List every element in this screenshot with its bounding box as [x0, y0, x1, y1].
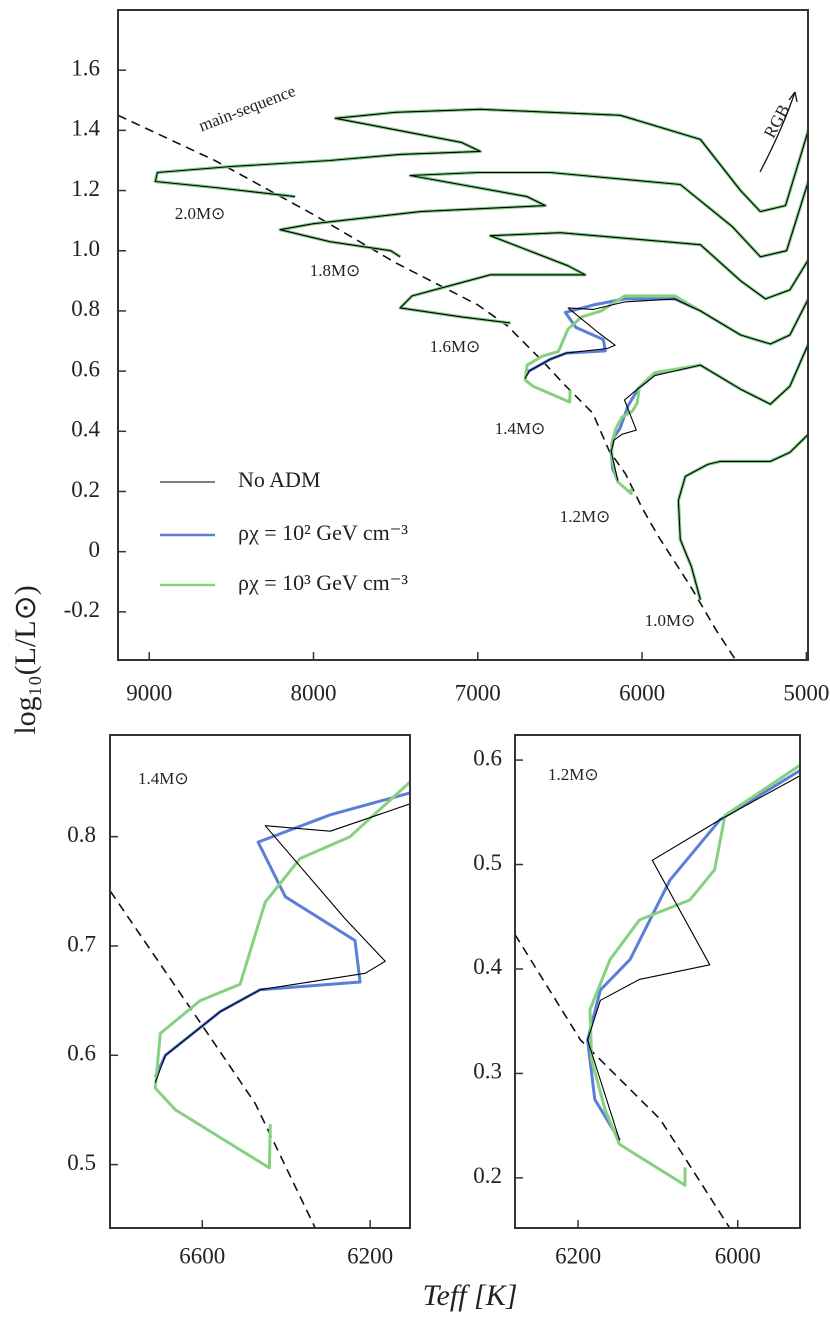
x-tick-label: 6200: [347, 1243, 393, 1268]
main-sequence-line: [118, 114, 737, 660]
annotation: 1.2M⊙: [560, 507, 611, 526]
x-tick-label: 7000: [455, 680, 501, 705]
track-line: [153, 780, 410, 1170]
annotation: 2.0M⊙: [175, 204, 226, 223]
y-tick-label: 0.6: [71, 356, 100, 381]
x-tick-label: 6200: [555, 1243, 601, 1268]
main-sequence-line: [515, 934, 731, 1228]
y-tick-label: -0.2: [64, 597, 100, 622]
annotation: 1.4M⊙: [495, 419, 546, 438]
x-tick-label: 6600: [179, 1243, 225, 1268]
y-tick-label: 1.4: [71, 116, 100, 141]
annotation: 1.8M⊙: [310, 261, 361, 280]
y-tick-label: 0: [89, 537, 101, 562]
annotation: 1.4M⊙: [138, 769, 189, 788]
y-tick-label: 0.5: [473, 850, 502, 875]
track-line: [154, 108, 808, 600]
y-tick-label: 0.7: [67, 931, 96, 956]
plot-area: [515, 764, 800, 1228]
track-line: [586, 769, 800, 1142]
y-tick-label: 0.6: [473, 745, 502, 770]
x-tick-label: 8000: [291, 680, 337, 705]
axes-frame: [109, 734, 411, 1229]
x-axis-label: Teff [K]: [423, 1279, 518, 1312]
y-tick-label: 0.8: [67, 822, 96, 847]
x-tick-label: 6000: [619, 680, 665, 705]
track-line: [587, 775, 800, 1141]
axes-frame: [117, 9, 809, 661]
y-tick-label: 1.2: [71, 176, 100, 201]
y-axis-label: log₁₀(L/L⊙): [9, 585, 42, 734]
y-tick-label: 0.2: [71, 477, 100, 502]
y-tick-label: 0.2: [473, 1163, 502, 1188]
main-sequence-line: [110, 890, 316, 1228]
x-tick-label: 9000: [126, 680, 172, 705]
y-tick-label: 0.3: [473, 1059, 502, 1084]
track-line: [588, 764, 800, 1187]
y-tick-label: 1.6: [71, 55, 100, 80]
legend-label: ρχ = 10³ GeV cm⁻³: [238, 570, 408, 595]
y-tick-label: 1.0: [71, 236, 100, 261]
annotation: RGB: [760, 101, 793, 141]
annotation: 1.2M⊙: [548, 765, 599, 784]
plot-area: [110, 780, 410, 1228]
x-tick-label: 6000: [715, 1243, 761, 1268]
legend-label: No ADM: [238, 467, 321, 492]
y-tick-label: 0.4: [71, 417, 100, 442]
plot-area: [118, 107, 808, 660]
annotation: 1.0M⊙: [645, 611, 696, 630]
rgb-arrow: [759, 91, 796, 173]
track-line: [153, 791, 410, 1078]
annotation: 1.6M⊙: [430, 337, 481, 356]
annotation: main-sequence: [196, 81, 298, 135]
axes-frame: [514, 734, 801, 1229]
y-tick-label: 0.6: [67, 1041, 96, 1066]
y-tick-label: 0.5: [67, 1150, 96, 1175]
legend-label: ρχ = 10² GeV cm⁻³: [238, 520, 408, 545]
x-tick-label: 5000: [783, 680, 829, 705]
rgb-arrowhead: [788, 91, 798, 103]
y-tick-label: 0.8: [71, 296, 100, 321]
track-line: [154, 803, 410, 1083]
y-tick-label: 0.4: [473, 954, 502, 979]
